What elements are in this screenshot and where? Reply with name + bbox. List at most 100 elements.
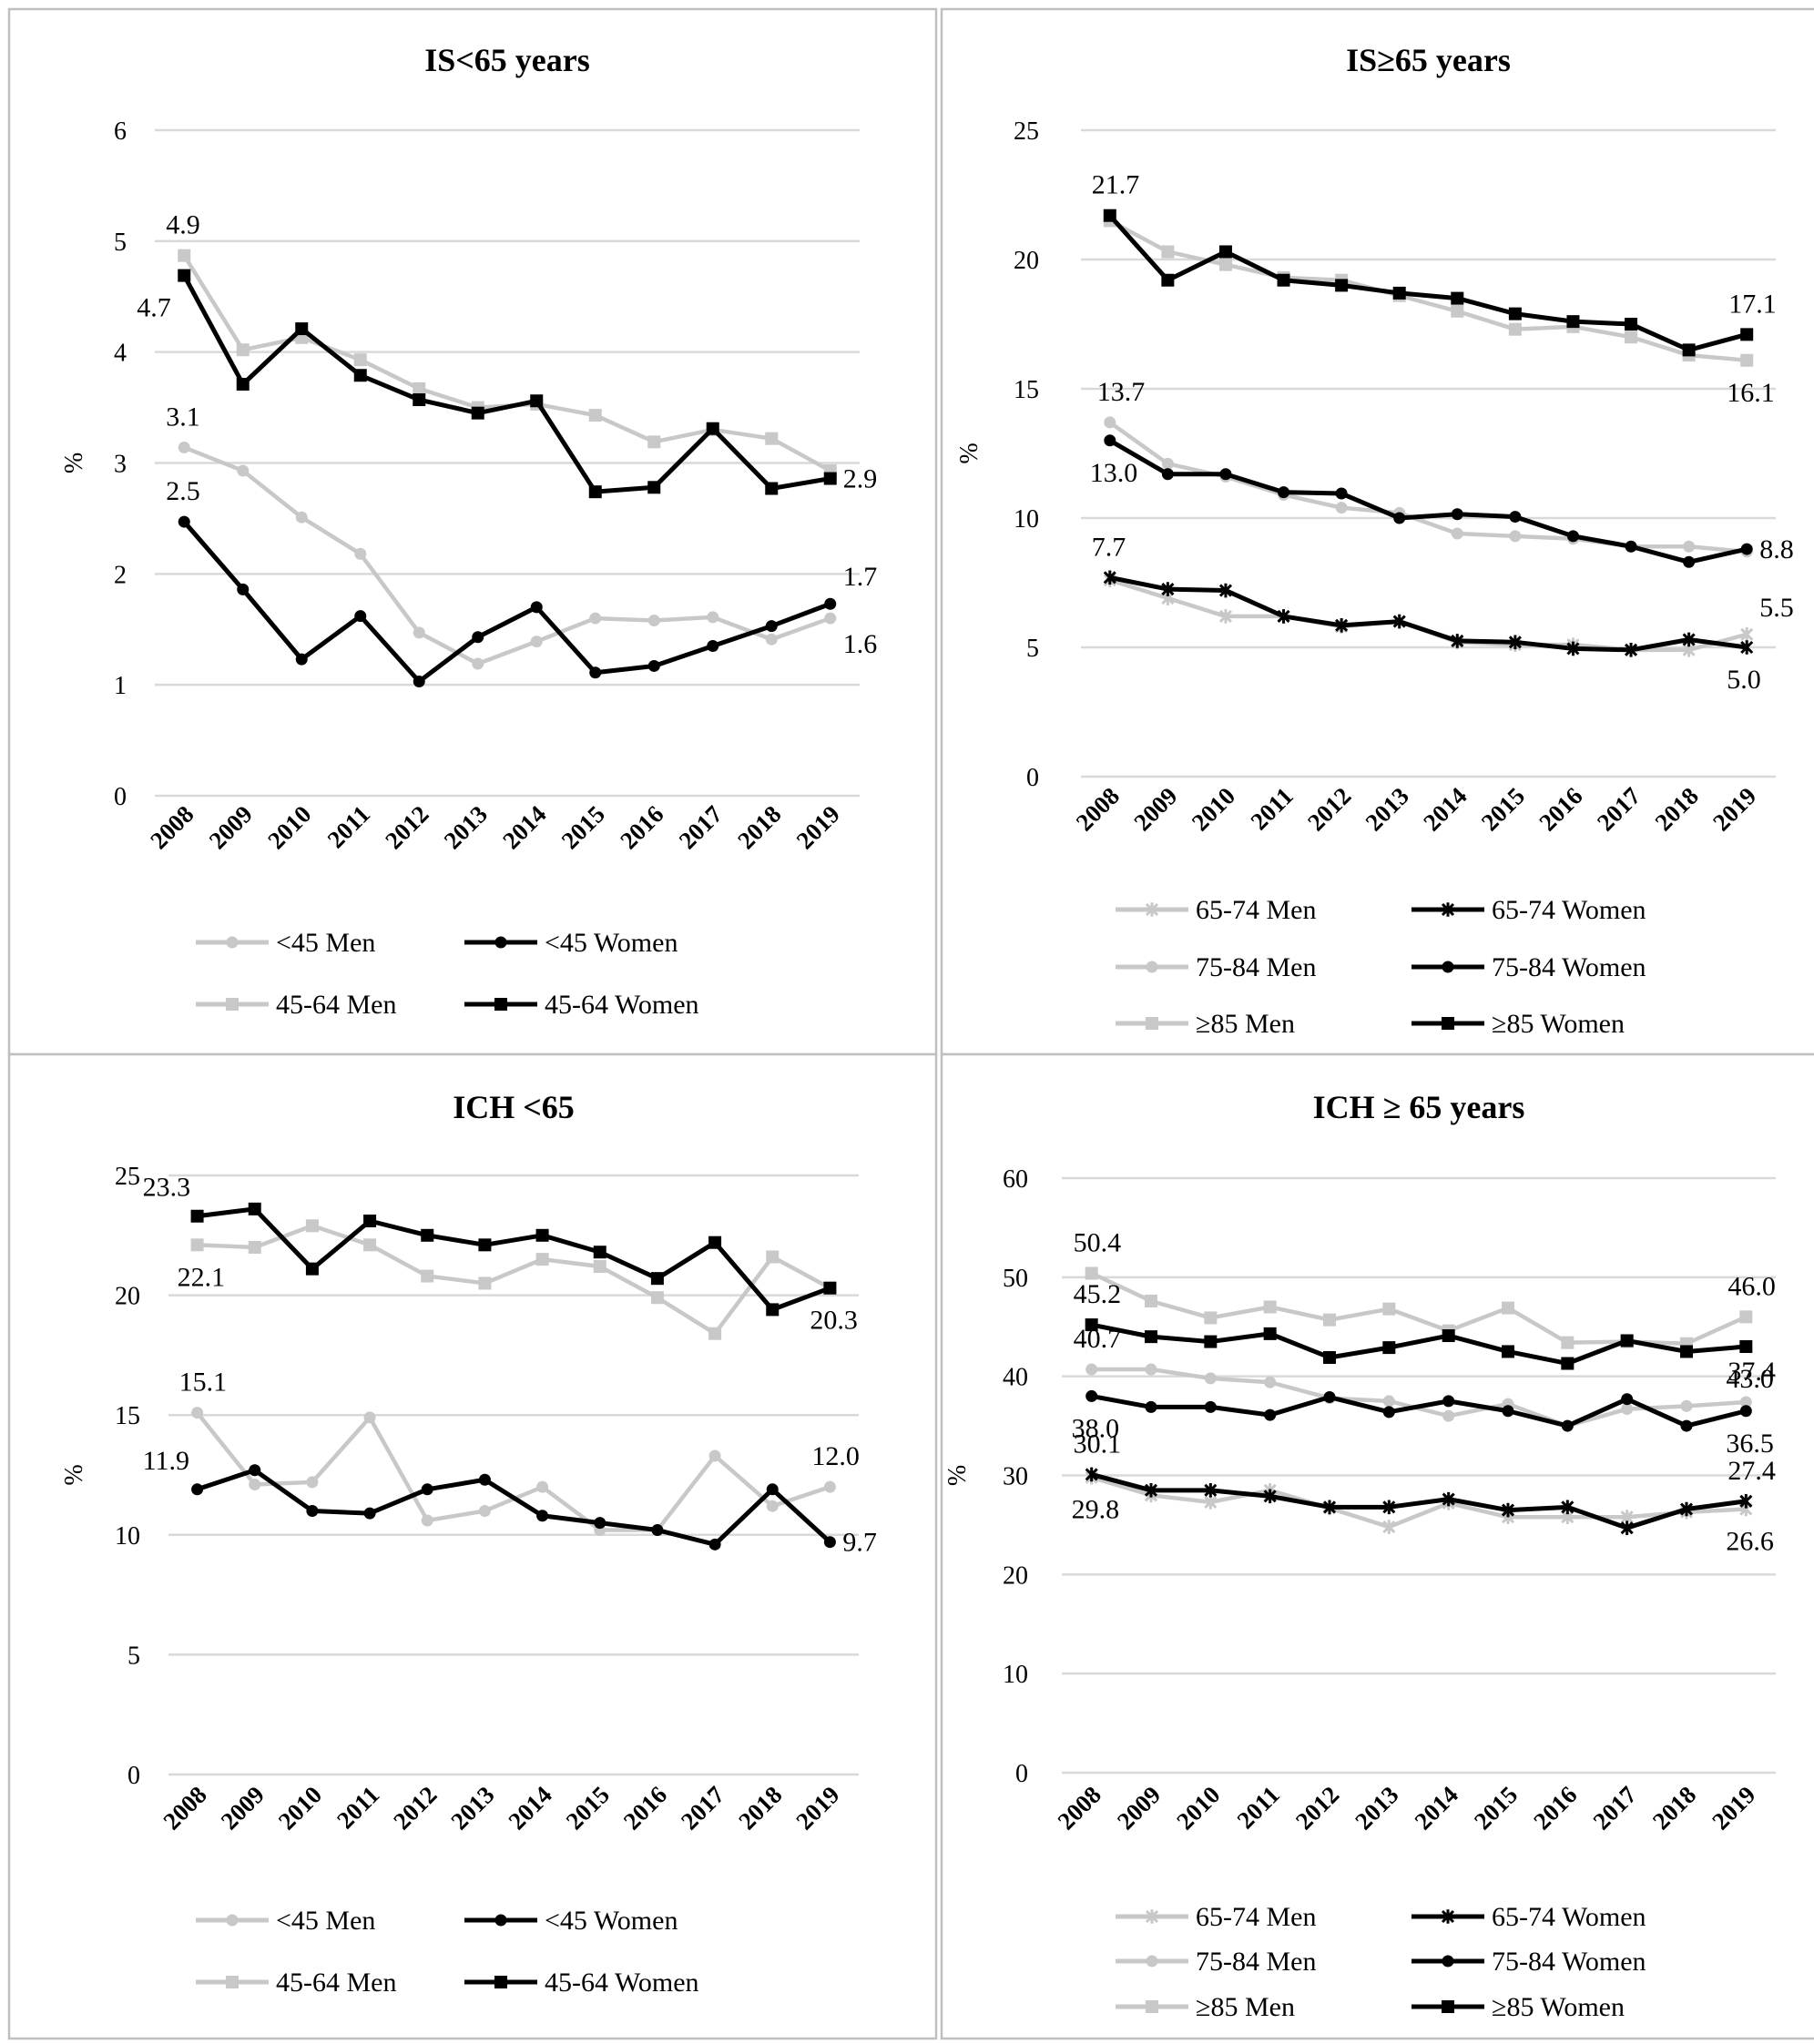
legend-label: 65-74 Men [1196, 1902, 1316, 1932]
legend-item: <45 Women [464, 928, 678, 958]
legend-item: 65-74 Women [1411, 895, 1646, 925]
data-point [249, 1479, 261, 1491]
data-point [1392, 286, 1406, 300]
data-point [1683, 555, 1696, 568]
data-label: 5.0 [1727, 665, 1761, 695]
y-tick-label: 5 [1026, 635, 1039, 663]
legend-label: 75-84 Men [1196, 1947, 1316, 1977]
data-point [536, 1480, 549, 1493]
data-point [1679, 1501, 1694, 1517]
y-tick-label: 25 [1014, 117, 1039, 146]
y-axis-label: % [943, 1465, 972, 1486]
panel-frame [7, 1053, 938, 2040]
data-point [1218, 245, 1232, 259]
data-point [647, 659, 660, 672]
legend-swatch-marker [1442, 1955, 1454, 1968]
data-label: 7.7 [1092, 532, 1126, 562]
series-line [196, 1468, 832, 1547]
data-point [1451, 508, 1463, 521]
data-point [1161, 468, 1174, 481]
legend-swatch-marker [1146, 961, 1158, 973]
data-point [178, 269, 191, 282]
series-5 [1103, 208, 1754, 357]
legend-item: 75-84 Men [1116, 952, 1316, 982]
data-point [823, 1536, 836, 1549]
data-point [1625, 330, 1638, 344]
data-point [1085, 1389, 1098, 1402]
chart-title: IS<65 years [424, 42, 590, 78]
data-label: 5.5 [1759, 593, 1794, 623]
legend: <45 Men <45 Women 45-64 Men 45-64 Women [196, 1906, 699, 1998]
data-point [588, 409, 602, 422]
data-point [1680, 1345, 1693, 1358]
data-label: 13.0 [1090, 458, 1138, 488]
data-point [1278, 486, 1290, 499]
legend: 65-74 Men 65-74 Women 75-84 Men 75-84 Women… [1116, 1902, 1646, 2022]
series-line [197, 1206, 831, 1312]
data-point [1204, 1335, 1218, 1348]
data-point [1740, 543, 1753, 555]
data-point [1085, 1467, 1098, 1482]
data-point [1502, 1405, 1514, 1418]
data-point [363, 1215, 377, 1228]
data-point [1382, 1341, 1396, 1355]
data-point [248, 1202, 261, 1215]
data-label: 38.0 [1072, 1413, 1120, 1443]
data-point [1277, 609, 1290, 624]
data-point [766, 1250, 780, 1264]
legend-swatch-marker [1145, 1909, 1159, 1924]
data-point [1145, 1330, 1157, 1344]
data-point [1502, 1301, 1514, 1315]
legend-label: <45 Men [276, 928, 375, 958]
data-point [707, 640, 719, 653]
data-point [1509, 511, 1522, 524]
data-point [1739, 1405, 1752, 1418]
data-point [354, 547, 367, 560]
data-point [1264, 1408, 1277, 1421]
data-label: 12.0 [811, 1441, 860, 1471]
data-point [1566, 315, 1580, 329]
data-point [1145, 1294, 1157, 1307]
data-point [1277, 273, 1290, 287]
legend-swatch-marker [1442, 961, 1454, 973]
data-point [1739, 1396, 1752, 1408]
data-point [363, 1507, 376, 1520]
series-line [182, 520, 831, 685]
data-point [295, 653, 308, 666]
data-point [1739, 1494, 1753, 1509]
y-tick-label: 30 [1003, 1463, 1028, 1491]
data-label: 23.3 [143, 1173, 191, 1203]
legend-label: <45 Men [276, 1906, 375, 1936]
data-point [1335, 487, 1348, 500]
data-point [765, 620, 778, 633]
legend-label: 45-64 Men [276, 990, 396, 1020]
series-line [1108, 219, 1748, 363]
y-tick-label: 10 [1014, 505, 1039, 534]
data-point [1263, 1489, 1277, 1504]
legend-item: ≥85 Women [1411, 1009, 1625, 1039]
legend-label: <45 Women [545, 1906, 678, 1936]
y-tick-label: 0 [114, 783, 127, 811]
legend-swatch-marker [1442, 1017, 1454, 1030]
data-point [708, 1236, 722, 1249]
data-label: 37.4 [1727, 1357, 1776, 1387]
data-point [1104, 434, 1116, 447]
data-point [594, 1517, 606, 1530]
data-point [1085, 1266, 1098, 1280]
series-1 [1085, 1467, 1753, 1535]
y-tick-label: 20 [115, 1283, 140, 1311]
y-tick-label: 20 [1014, 247, 1039, 275]
data-point [1682, 343, 1696, 357]
legend-label: 65-74 Women [1492, 895, 1646, 925]
legend-label: 65-74 Women [1492, 1902, 1646, 1932]
y-tick-label: 40 [1003, 1364, 1028, 1392]
legend-swatch-marker [494, 936, 507, 949]
data-label: 27.4 [1727, 1456, 1776, 1486]
data-point [1442, 1395, 1455, 1408]
data-point [1682, 632, 1696, 647]
data-point [191, 1483, 204, 1496]
y-tick-label: 5 [127, 1642, 140, 1670]
data-point [1451, 634, 1464, 648]
data-label: 1.6 [843, 629, 878, 659]
legend-label: 75-84 Women [1492, 1947, 1646, 1977]
